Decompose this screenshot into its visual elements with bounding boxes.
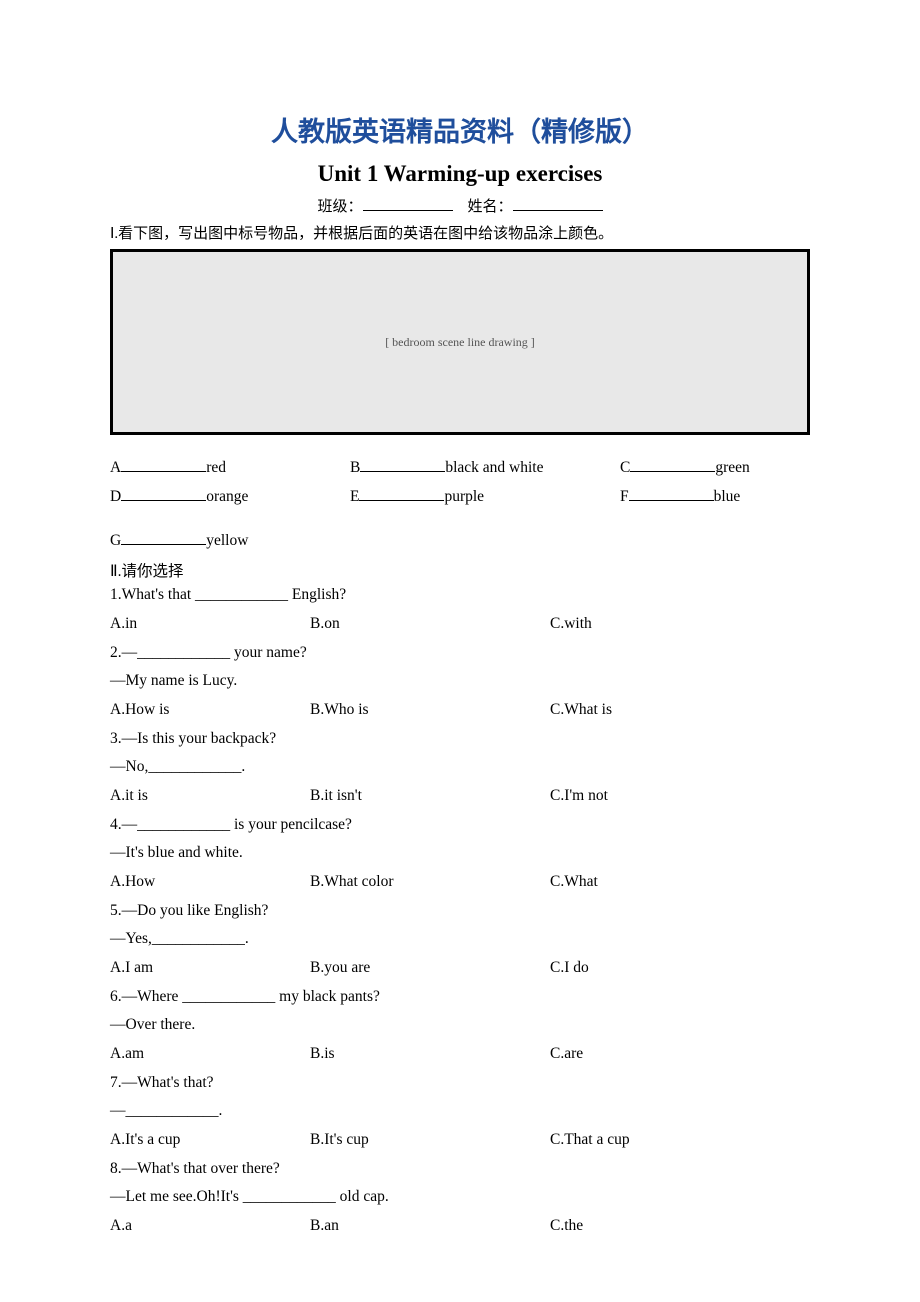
class-blank[interactable] bbox=[363, 196, 453, 211]
opt-b[interactable]: B.is bbox=[310, 1040, 550, 1069]
color-word: blue bbox=[714, 482, 741, 511]
opt-a[interactable]: A.a bbox=[110, 1212, 310, 1241]
q-cont: —My name is Lucy. bbox=[110, 667, 810, 696]
color-word: yellow bbox=[206, 526, 248, 555]
opt-c[interactable]: C.I do bbox=[550, 954, 810, 983]
letter: E bbox=[350, 482, 359, 511]
color-row: Ared Bblack and white Cgreen bbox=[110, 453, 810, 482]
color-item-e: Epurple bbox=[350, 482, 620, 511]
opt-c[interactable]: C.That a cup bbox=[550, 1126, 810, 1155]
opt-b[interactable]: B.on bbox=[310, 610, 550, 639]
section1-heading: Ⅰ.看下图，写出图中标号物品，并根据后面的英语在图中给该物品涂上颜色。 bbox=[110, 222, 810, 243]
blank[interactable] bbox=[121, 457, 206, 472]
options: A.How B.What color C.What bbox=[110, 868, 810, 897]
q-stem: 6.—Where ____________ my black pants? bbox=[110, 983, 810, 1012]
question-2: 2.—____________ your name? —My name is L… bbox=[110, 639, 810, 725]
q-stem: 1.What's that ____________ English? bbox=[110, 581, 810, 610]
worksheet-page: 人教版英语精品资料（精修版） Unit 1 Warming-up exercis… bbox=[0, 0, 920, 1302]
q-cont: —Over there. bbox=[110, 1011, 810, 1040]
options: A.I am B.you are C.I do bbox=[110, 954, 810, 983]
opt-b[interactable]: B.it isn't bbox=[310, 782, 550, 811]
opt-b[interactable]: B.What color bbox=[310, 868, 550, 897]
q-stem: 7.—What's that? bbox=[110, 1069, 810, 1098]
opt-c[interactable]: C.I'm not bbox=[550, 782, 810, 811]
question-1: 1.What's that ____________ English? A.in… bbox=[110, 581, 810, 638]
options: A.a B.an C.the bbox=[110, 1212, 810, 1241]
blank[interactable] bbox=[629, 486, 714, 501]
question-3: 3.—Is this your backpack? —No,__________… bbox=[110, 725, 810, 811]
q-cont: —Yes,____________. bbox=[110, 925, 810, 954]
opt-a[interactable]: A.am bbox=[110, 1040, 310, 1069]
options: A.it is B.it isn't C.I'm not bbox=[110, 782, 810, 811]
opt-b[interactable]: B.an bbox=[310, 1212, 550, 1241]
opt-b[interactable]: B.It's cup bbox=[310, 1126, 550, 1155]
letter: G bbox=[110, 526, 121, 555]
question-7: 7.—What's that? —____________. A.It's a … bbox=[110, 1069, 810, 1155]
color-word: red bbox=[206, 453, 226, 482]
color-row: Gyellow bbox=[110, 526, 810, 555]
options: A.It's a cup B.It's cup C.That a cup bbox=[110, 1126, 810, 1155]
color-labels-grid: Ared Bblack and white Cgreen Dorange Epu… bbox=[110, 453, 810, 555]
name-line: 班级： 姓名： bbox=[110, 195, 810, 216]
opt-a[interactable]: A.I am bbox=[110, 954, 310, 983]
opt-a[interactable]: A.How bbox=[110, 868, 310, 897]
questions: 1.What's that ____________ English? A.in… bbox=[110, 581, 810, 1240]
opt-c[interactable]: C.the bbox=[550, 1212, 810, 1241]
opt-c[interactable]: C.with bbox=[550, 610, 810, 639]
name-blank[interactable] bbox=[513, 196, 603, 211]
question-8: 8.—What's that over there? —Let me see.O… bbox=[110, 1155, 810, 1241]
options: A.How is B.Who is C.What is bbox=[110, 696, 810, 725]
letter: F bbox=[620, 482, 629, 511]
letter: A bbox=[110, 453, 121, 482]
question-6: 6.—Where ____________ my black pants? —O… bbox=[110, 983, 810, 1069]
question-4: 4.—____________ is your pencilcase? —It'… bbox=[110, 811, 810, 897]
question-5: 5.—Do you like English? —Yes,___________… bbox=[110, 897, 810, 983]
color-word: black and white bbox=[445, 453, 543, 482]
blank[interactable] bbox=[630, 457, 715, 472]
color-item-g: Gyellow bbox=[110, 526, 350, 555]
opt-b[interactable]: B.you are bbox=[310, 954, 550, 983]
blank[interactable] bbox=[121, 486, 206, 501]
q-stem: 4.—____________ is your pencilcase? bbox=[110, 811, 810, 840]
opt-c[interactable]: C.What is bbox=[550, 696, 810, 725]
opt-a[interactable]: A.How is bbox=[110, 696, 310, 725]
color-item-a: Ared bbox=[110, 453, 350, 482]
blank[interactable] bbox=[121, 530, 206, 545]
letter: B bbox=[350, 453, 360, 482]
color-item-b: Bblack and white bbox=[350, 453, 620, 482]
opt-c[interactable]: C.What bbox=[550, 868, 810, 897]
opt-a[interactable]: A.It's a cup bbox=[110, 1126, 310, 1155]
q-stem: 2.—____________ your name? bbox=[110, 639, 810, 668]
color-word: purple bbox=[444, 482, 484, 511]
color-item-f: Fblue bbox=[620, 482, 810, 511]
options: A.in B.on C.with bbox=[110, 610, 810, 639]
color-word: orange bbox=[206, 482, 248, 511]
options: A.am B.is C.are bbox=[110, 1040, 810, 1069]
sub-title: Unit 1 Warming-up exercises bbox=[110, 161, 810, 187]
blank[interactable] bbox=[359, 486, 444, 501]
q-cont: —Let me see.Oh!It's ____________ old cap… bbox=[110, 1183, 810, 1212]
color-word: green bbox=[715, 453, 749, 482]
q-cont: —____________. bbox=[110, 1097, 810, 1126]
q-cont: —It's blue and white. bbox=[110, 839, 810, 868]
q-stem: 8.—What's that over there? bbox=[110, 1155, 810, 1184]
color-row: Dorange Epurple Fblue bbox=[110, 482, 810, 511]
q-stem: 3.—Is this your backpack? bbox=[110, 725, 810, 754]
opt-c[interactable]: C.are bbox=[550, 1040, 810, 1069]
blank[interactable] bbox=[360, 457, 445, 472]
color-item-c: Cgreen bbox=[620, 453, 810, 482]
color-item-d: Dorange bbox=[110, 482, 350, 511]
opt-a[interactable]: A.it is bbox=[110, 782, 310, 811]
class-label: 班级： bbox=[317, 199, 362, 215]
q-cont: —No,____________. bbox=[110, 753, 810, 782]
opt-a[interactable]: A.in bbox=[110, 610, 310, 639]
letter: D bbox=[110, 482, 121, 511]
room-illustration: [ bedroom scene line drawing ] bbox=[110, 249, 810, 435]
letter: C bbox=[620, 453, 630, 482]
section2-heading: Ⅱ.请你选择 bbox=[110, 559, 810, 581]
opt-b[interactable]: B.Who is bbox=[310, 696, 550, 725]
q-stem: 5.—Do you like English? bbox=[110, 897, 810, 926]
main-title: 人教版英语精品资料（精修版） bbox=[110, 110, 810, 149]
name-label: 姓名： bbox=[468, 199, 513, 215]
